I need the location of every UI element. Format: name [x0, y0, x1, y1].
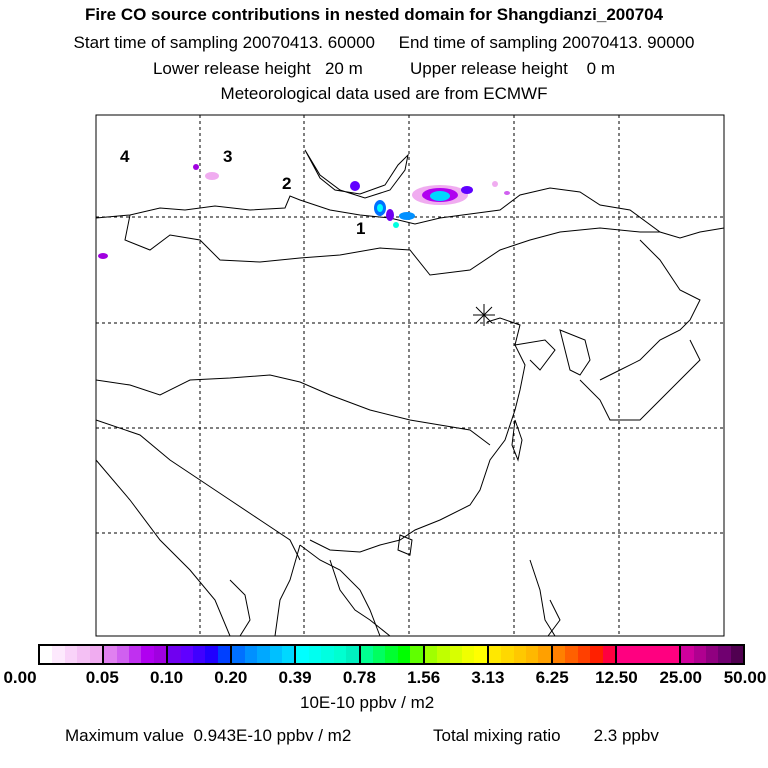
colorbar-tick-label: 0.39 — [278, 668, 312, 687]
colorbar-swatch — [128, 646, 142, 663]
colorbar — [38, 644, 745, 665]
colorbar-tick-label: 3.13 — [471, 668, 505, 687]
colorbar-swatch — [257, 646, 270, 663]
sampling-time: Start time of sampling 20070413. 60000 E… — [73, 33, 695, 52]
colorbar-swatch — [449, 646, 462, 663]
colorbar-swatch — [693, 646, 706, 663]
colorbar-swatch — [474, 646, 487, 663]
colorbar-swatch — [486, 646, 502, 663]
colorbar-swatch — [89, 646, 103, 663]
colorbar-tick-label: 0.20 — [214, 668, 248, 687]
colorbar-tick-label: 12.50 — [595, 668, 638, 687]
colorbar-swatch — [64, 646, 78, 663]
colorbar-swatch — [116, 646, 129, 663]
colorbar-swatch — [550, 646, 566, 663]
colorbar-swatch — [730, 646, 744, 663]
colorbar-tick-label: 0.05 — [85, 668, 119, 687]
colorbar-swatch — [102, 646, 117, 663]
colorbar-swatch — [718, 646, 731, 663]
colorbar-swatch — [77, 646, 90, 663]
colorbar-swatch — [180, 646, 194, 663]
colorbar-swatch — [461, 646, 475, 663]
colorbar-tick-label: 50.00 — [723, 668, 767, 687]
colorbar-swatch — [410, 646, 423, 663]
colorbar-tick-label: 6.25 — [535, 668, 569, 687]
colorbar-swatch — [346, 646, 359, 663]
colorbar-swatch — [141, 646, 154, 663]
colorbar-swatch — [205, 646, 218, 663]
colorbar-swatch — [565, 646, 578, 663]
colorbar-swatch — [193, 646, 206, 663]
receptor-star-icon — [473, 304, 495, 326]
colorbar-swatch — [538, 646, 551, 663]
colorbar-swatch — [217, 646, 231, 663]
source-label-3: 3 — [223, 147, 232, 166]
colorbar-swatch — [166, 646, 181, 663]
colorbar-swatch — [372, 646, 386, 663]
colorbar-swatch — [321, 646, 334, 663]
total-mixing-ratio: Total mixing ratio 2.3 ppbv — [433, 726, 659, 745]
release-height: Lower release height 20 m Upper release … — [152, 59, 616, 78]
coastlines-borders — [95, 149, 725, 637]
colorbar-tick-label: 0.78 — [342, 668, 376, 687]
colorbar-swatch — [358, 646, 373, 663]
colorbar-swatch — [385, 646, 398, 663]
map-frame — [95, 114, 725, 637]
colorbar-swatch — [308, 646, 322, 663]
colorbar-swatch — [654, 646, 667, 663]
met-data-source: Meteorological data used are from ECMWF — [220, 84, 548, 103]
grid-lines — [96, 115, 724, 636]
source-label-1: 1 — [356, 219, 365, 238]
maximum-value: Maximum value 0.943E-10 ppbv / m2 — [65, 726, 352, 745]
colorbar-swatch — [40, 646, 53, 663]
source-label-4: 4 — [120, 147, 130, 166]
colorbar-swatch — [526, 646, 539, 663]
colorbar-swatch — [590, 646, 603, 663]
colorbar-swatch — [52, 646, 65, 663]
map-plot: 1 2 3 4 — [95, 114, 725, 637]
colorbar-swatch — [666, 646, 680, 663]
colorbar-swatch — [230, 646, 245, 663]
colorbar-swatch — [614, 646, 630, 663]
colorbar-swatch — [577, 646, 591, 663]
colorbar-swatch — [397, 646, 411, 663]
colorbar-swatch — [641, 646, 655, 663]
colorbar-swatch — [629, 646, 642, 663]
colorbar-swatch — [244, 646, 258, 663]
source-label-2: 2 — [282, 174, 291, 193]
colorbar-units: 10E-10 ppbv / m2 — [300, 693, 435, 712]
colorbar-tick-label: 0.00 — [3, 668, 37, 687]
colorbar-swatch — [705, 646, 719, 663]
colorbar-tick-label: 1.56 — [407, 668, 441, 687]
colorbar-swatch — [333, 646, 347, 663]
colorbar-swatch — [422, 646, 438, 663]
colorbar-swatch — [501, 646, 514, 663]
colorbar-swatch — [269, 646, 283, 663]
colorbar-swatch — [602, 646, 615, 663]
colorbar-swatch — [513, 646, 527, 663]
colorbar-tick-label: 0.10 — [149, 668, 184, 687]
map-title: Fire CO source contributions in nested d… — [84, 5, 664, 24]
colorbar-swatch — [153, 646, 167, 663]
colorbar-swatch — [679, 646, 694, 663]
co-plume — [98, 164, 510, 259]
colorbar-tick-label: 25.00 — [659, 668, 702, 687]
colorbar-swatch — [437, 646, 450, 663]
colorbar-swatch — [282, 646, 295, 663]
colorbar-swatch — [294, 646, 309, 663]
